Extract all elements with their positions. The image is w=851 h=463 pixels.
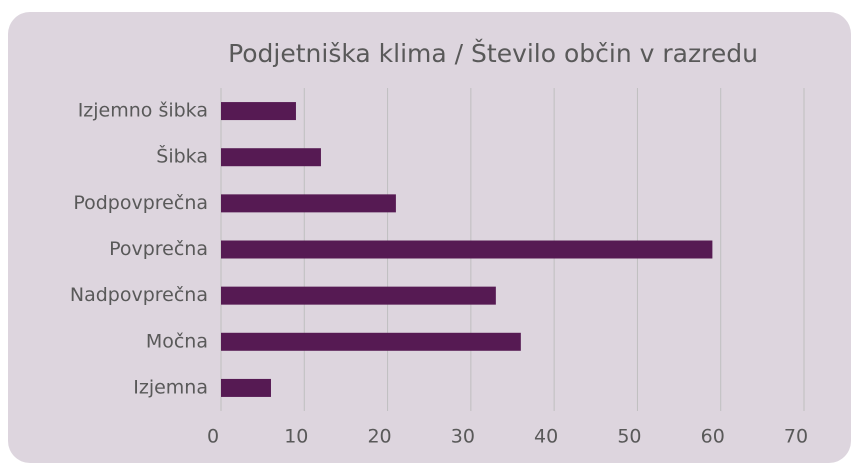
y-tick-label: Nadpovprečna (70, 284, 208, 306)
bar (221, 194, 396, 213)
chart-title: Podjetniška klima / Število občin v razr… (228, 38, 758, 68)
chart-background (8, 12, 851, 463)
y-tick-label: Izjemno šibka (78, 100, 208, 122)
y-tick-label: Izjemna (133, 376, 208, 398)
bar (221, 378, 271, 397)
bar (221, 240, 713, 259)
x-tick-label: 70 (784, 426, 808, 448)
y-tick-label: Močna (146, 330, 208, 352)
bar (221, 286, 496, 305)
y-tick-label: Povprečna (109, 238, 208, 260)
bar (221, 148, 321, 167)
x-tick-label: 0 (207, 426, 219, 448)
x-tick-label: 20 (367, 426, 391, 448)
y-tick-label: Podpovprečna (73, 192, 208, 214)
x-tick-label: 60 (701, 426, 725, 448)
bar (221, 102, 296, 121)
x-tick-label: 40 (534, 426, 558, 448)
x-tick-label: 10 (284, 426, 308, 448)
bar (221, 332, 521, 351)
x-tick-label: 30 (451, 426, 475, 448)
x-tick-label: 50 (617, 426, 641, 448)
y-tick-label: Šibka (156, 144, 208, 168)
